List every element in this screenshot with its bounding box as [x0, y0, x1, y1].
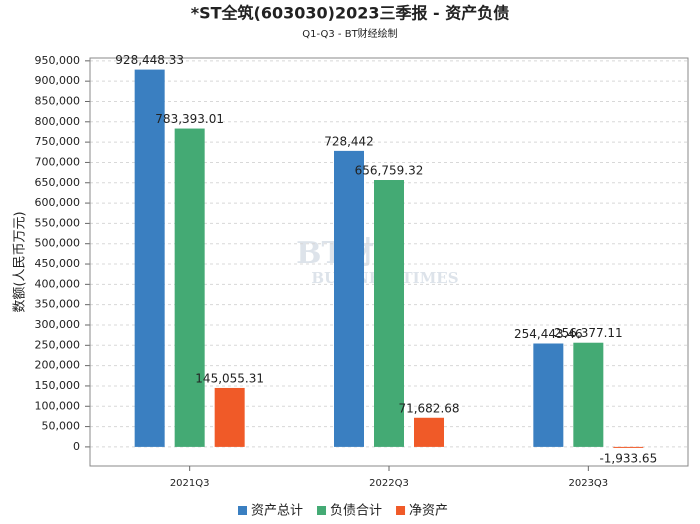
- data-label: 145,055.31: [195, 371, 264, 385]
- legend-swatch: [238, 506, 247, 515]
- y-tick-label: 350,000: [35, 298, 81, 311]
- y-tick-label: 200,000: [35, 359, 81, 372]
- x-tick-label: 2022Q3: [369, 478, 409, 489]
- legend-swatch: [396, 506, 406, 515]
- data-label: 71,682.68: [398, 401, 459, 415]
- y-tick-label: 150,000: [35, 379, 81, 392]
- y-tick-label: 250,000: [35, 338, 81, 351]
- y-tick-label: 800,000: [35, 115, 81, 128]
- x-tick-label: 2023Q3: [568, 478, 608, 489]
- bar: [414, 417, 444, 447]
- data-label: 256,377.11: [554, 326, 623, 340]
- y-tick-label: 0: [73, 440, 80, 453]
- y-tick-label: 950,000: [35, 54, 81, 67]
- y-tick-label: 650,000: [35, 176, 81, 189]
- y-axis-label: 数额(人民币万元): [13, 211, 28, 312]
- y-tick-label: 900,000: [35, 74, 81, 87]
- data-label: 656,759.32: [355, 164, 424, 178]
- bar: [334, 150, 364, 447]
- bar: [533, 343, 564, 447]
- y-tick-label: 300,000: [35, 318, 81, 331]
- bar: [214, 387, 245, 447]
- bar: [134, 69, 165, 447]
- data-label: 928,448.33: [115, 53, 184, 67]
- y-tick-label: 450,000: [35, 257, 81, 270]
- y-tick-label: 500,000: [35, 237, 81, 250]
- data-label: 254,443.46: [514, 327, 583, 341]
- legend-label: 净资产: [409, 504, 448, 519]
- data-label: -1,933.65: [599, 451, 657, 465]
- bar: [174, 128, 205, 447]
- chart-title: *ST全筑(603030)2023三季报 - 资产负债: [191, 4, 510, 23]
- y-tick-label: 700,000: [35, 155, 81, 168]
- legend-label: 资产总计: [251, 504, 303, 519]
- x-tick-label: 2021Q3: [170, 478, 210, 489]
- legend-label: 负债合计: [330, 504, 382, 519]
- data-label: 783,393.01: [155, 112, 224, 126]
- bar: [613, 446, 644, 448]
- legend-swatch: [317, 506, 327, 515]
- y-tick-label: 600,000: [35, 196, 81, 209]
- chart-subtitle: Q1-Q3 - BT财经绘制: [302, 27, 397, 40]
- y-tick-label: 850,000: [35, 94, 81, 107]
- data-label: 728,442: [324, 134, 374, 148]
- y-tick-label: 550,000: [35, 216, 81, 229]
- y-tick-label: 400,000: [35, 277, 81, 290]
- y-tick-label: 50,000: [42, 420, 81, 433]
- bar: [374, 180, 404, 447]
- bar: [573, 342, 604, 447]
- y-tick-label: 750,000: [35, 135, 81, 148]
- y-tick-label: 100,000: [35, 399, 81, 412]
